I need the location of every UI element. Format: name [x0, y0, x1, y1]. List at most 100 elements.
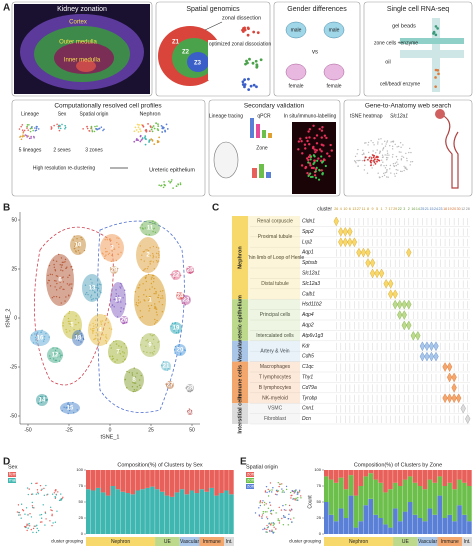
cell-dot — [137, 139, 140, 142]
cell-dot — [110, 347, 112, 349]
cell-dot — [102, 253, 104, 255]
cell-dot — [392, 141, 394, 143]
cell-dot — [398, 151, 401, 153]
cell-dot — [73, 328, 75, 331]
cell-dot — [362, 149, 364, 152]
cell-dot — [125, 316, 127, 318]
cell-dot — [315, 134, 319, 137]
cell-dot — [269, 529, 271, 532]
cell-dot — [151, 130, 154, 133]
cell-dot — [52, 358, 55, 360]
cell-dot — [86, 127, 89, 130]
cell-dot — [159, 290, 162, 292]
bar-segment — [86, 470, 91, 490]
cell-dot — [318, 168, 321, 172]
cell-dot — [95, 332, 98, 334]
cell-dot — [150, 138, 153, 141]
y-tick-label: -25 — [10, 364, 17, 370]
bar-segment — [388, 489, 393, 528]
cell-dot — [164, 184, 166, 187]
cell-dot — [61, 264, 64, 266]
cell-dot — [312, 124, 315, 127]
cell-dot — [259, 500, 262, 502]
cell-dot — [280, 509, 283, 511]
cell-dot — [162, 186, 165, 189]
cell-dot — [310, 166, 314, 170]
cell-dot — [255, 85, 258, 89]
cell-dot — [44, 399, 46, 402]
cell-dot — [309, 175, 313, 179]
cell-dot — [59, 352, 61, 354]
cell-dot — [289, 491, 292, 494]
gene-label: Slc12a1 — [302, 271, 320, 277]
cluster-number: 28 — [466, 207, 470, 211]
cell-dot — [281, 491, 283, 493]
cell-dot — [91, 299, 93, 301]
cell-dot — [315, 142, 319, 145]
cell-dot — [402, 156, 405, 158]
group-label: Vascular — [418, 539, 437, 545]
cell-dot — [321, 126, 324, 129]
cell-dot — [21, 135, 24, 138]
bar-segment — [378, 482, 383, 518]
bar-segment — [194, 470, 200, 494]
bar-segment — [214, 470, 219, 496]
cell-dot — [319, 159, 323, 163]
cell-dot — [391, 156, 394, 158]
cluster-label: 11 — [147, 226, 154, 232]
bar-segment — [324, 470, 329, 477]
cell-dot — [60, 493, 62, 495]
cell-dot — [287, 517, 290, 520]
bar-segment — [169, 470, 175, 497]
cell-dot — [172, 187, 174, 189]
bar-segment — [422, 521, 428, 534]
group-band — [232, 361, 248, 404]
cell-dot — [263, 527, 266, 530]
cell-dot — [59, 264, 61, 266]
cell-dot — [246, 26, 250, 30]
cell-dot — [142, 283, 144, 285]
bar-segment — [402, 470, 408, 480]
group-bg — [248, 340, 300, 362]
cell-dot — [294, 491, 296, 493]
cell-dot — [133, 130, 136, 133]
violin — [406, 247, 412, 258]
cell-dot — [43, 338, 46, 341]
cell-dot — [91, 282, 93, 284]
cell-dot — [164, 130, 167, 133]
cluster-label: 15 — [67, 406, 74, 412]
bar-segment — [353, 527, 359, 534]
cell-dot — [305, 136, 308, 140]
violin — [424, 351, 430, 362]
cell-dot — [356, 153, 358, 155]
cluster-number: 11 — [362, 207, 366, 211]
cell-dot — [325, 136, 328, 140]
cell-dot — [26, 529, 28, 532]
cell-dot — [354, 160, 357, 163]
bar-segment — [442, 518, 448, 534]
cell-dot — [367, 144, 369, 146]
cell-dot — [98, 283, 101, 285]
violin — [415, 330, 421, 341]
cell-dot — [161, 126, 164, 128]
cell-dot — [117, 267, 119, 270]
cell-dot — [144, 135, 147, 138]
cell-dot — [359, 159, 361, 162]
cell-dot — [118, 349, 121, 352]
label: vs — [312, 50, 318, 56]
cell-dot — [76, 237, 78, 240]
cell-dot — [309, 164, 312, 167]
cell-dot — [177, 183, 180, 186]
bar-segment — [105, 495, 111, 534]
cell-dot — [269, 504, 272, 506]
cell-dot — [243, 85, 246, 89]
cell-dot — [110, 306, 112, 308]
cell-dot — [434, 68, 438, 72]
violin — [419, 351, 426, 362]
cell-dot — [111, 358, 113, 361]
cell-dot — [241, 80, 245, 84]
cell-dot — [65, 407, 67, 409]
cell-dot — [394, 143, 396, 146]
cell-dot — [259, 504, 262, 507]
cell-dot — [139, 128, 141, 131]
